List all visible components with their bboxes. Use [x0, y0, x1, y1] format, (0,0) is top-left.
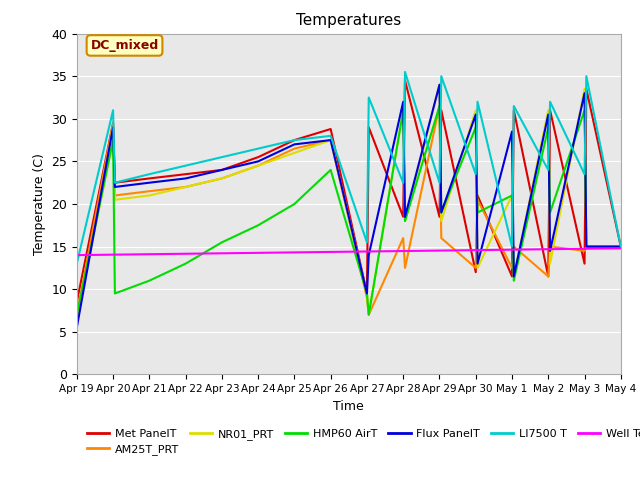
Legend: Met PanelT, AM25T_PRT, NR01_PRT, HMP60 AirT, Flux PanelT, LI7500 T, Well Temp: Met PanelT, AM25T_PRT, NR01_PRT, HMP60 A…: [83, 424, 640, 460]
X-axis label: Time: Time: [333, 400, 364, 413]
Title: Temperatures: Temperatures: [296, 13, 401, 28]
Y-axis label: Temperature (C): Temperature (C): [33, 153, 45, 255]
Text: DC_mixed: DC_mixed: [90, 39, 159, 52]
